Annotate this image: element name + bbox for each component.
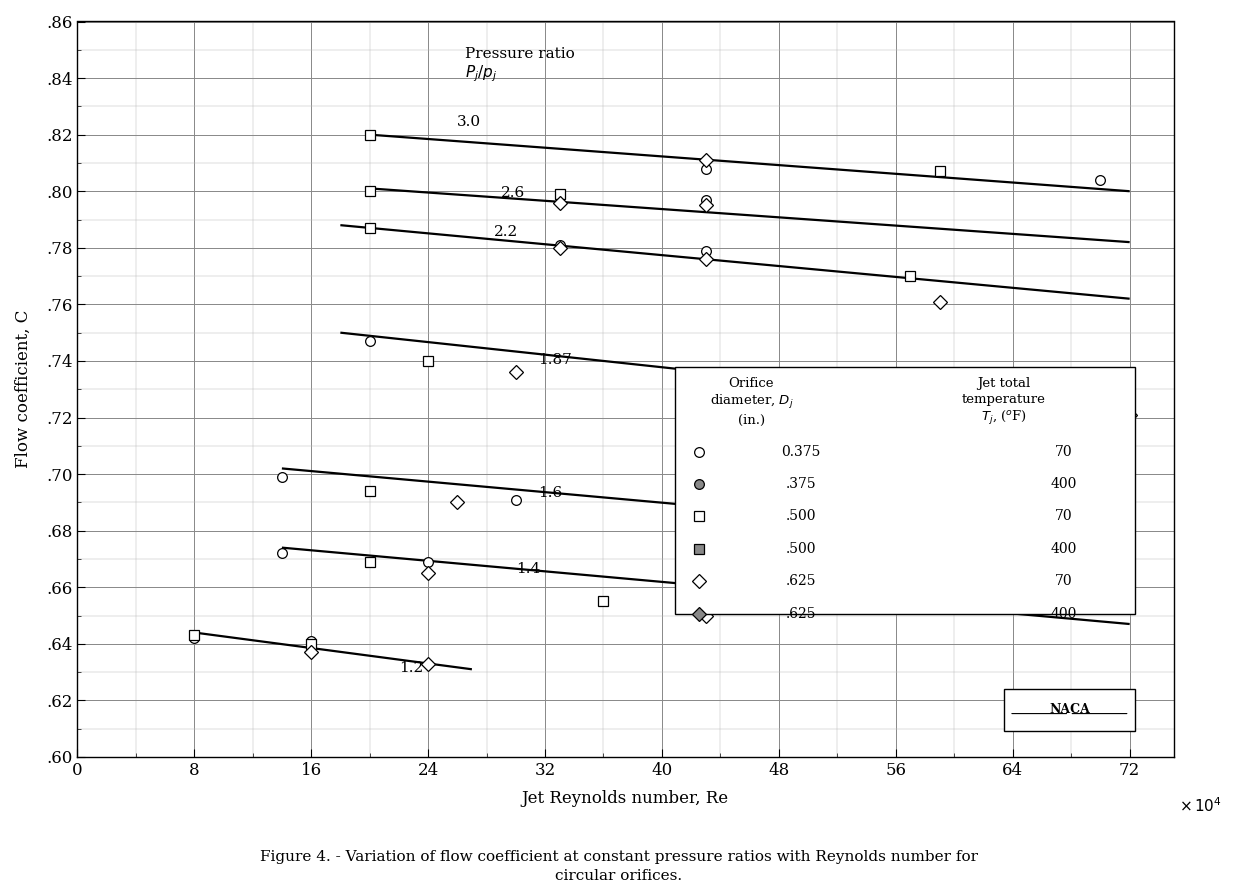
Text: .500: .500	[785, 541, 816, 556]
Text: Orifice
diameter, $D_j$
(in.): Orifice diameter, $D_j$ (in.)	[710, 376, 793, 427]
Text: 70: 70	[1055, 509, 1072, 524]
Text: 1.87: 1.87	[538, 352, 571, 367]
Text: 1.6: 1.6	[538, 485, 562, 500]
Text: NACA: NACA	[1049, 704, 1090, 716]
Text: .625: .625	[785, 607, 816, 621]
Text: .625: .625	[785, 574, 816, 588]
Text: 2.2: 2.2	[494, 226, 518, 239]
Text: 2.6: 2.6	[501, 186, 526, 200]
Text: 1.2: 1.2	[398, 661, 423, 675]
Text: 0.375: 0.375	[781, 445, 820, 458]
Text: Pressure ratio
$P_j/p_j$: Pressure ratio $P_j/p_j$	[465, 47, 574, 85]
Text: 70: 70	[1055, 445, 1072, 458]
Text: Jet total
temperature
$T_j$, ($^o$F): Jet total temperature $T_j$, ($^o$F)	[961, 376, 1045, 427]
Bar	[1003, 689, 1136, 731]
Text: 400: 400	[1050, 607, 1077, 621]
Text: 1.4: 1.4	[516, 562, 541, 576]
Text: 400: 400	[1050, 477, 1077, 491]
Text: 3.0: 3.0	[458, 115, 481, 129]
Text: $\times\,10^4$: $\times\,10^4$	[1179, 796, 1222, 814]
Y-axis label: Flow coefficient, C: Flow coefficient, C	[15, 310, 32, 468]
Text: .500: .500	[785, 509, 816, 524]
Bar	[674, 368, 1136, 614]
Text: .375: .375	[785, 477, 816, 491]
Text: 70: 70	[1055, 574, 1072, 588]
Text: 400: 400	[1050, 541, 1077, 556]
Text: Figure 4. - Variation of flow coefficient at constant pressure ratios with Reyno: Figure 4. - Variation of flow coefficien…	[260, 849, 977, 883]
X-axis label: Jet Reynolds number, Re: Jet Reynolds number, Re	[522, 790, 729, 807]
